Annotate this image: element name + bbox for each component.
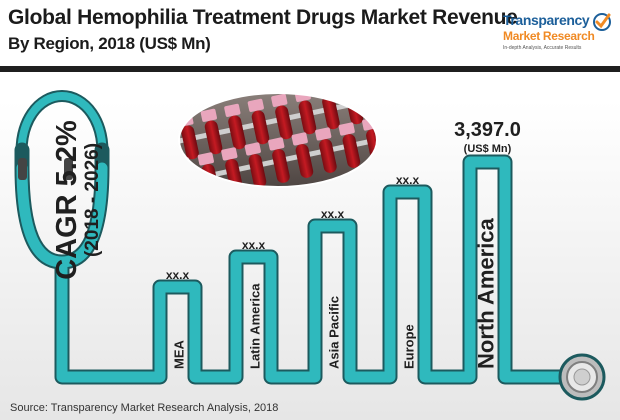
- source-note: Source: Transparency Market Research Ana…: [10, 402, 279, 414]
- unit-label: (US$ Mn): [464, 143, 512, 155]
- chest-piece-icon: [558, 353, 606, 401]
- value-label: xx.x: [242, 238, 266, 252]
- stethoscope-earpiece: [17, 91, 107, 163]
- brand-logo: Transparency Market Research In-depth An…: [500, 10, 615, 60]
- cagr-value: CAGR 5.2%: [51, 120, 83, 280]
- chart-subtitle: By Region, 2018 (US$ Mn): [8, 34, 211, 53]
- value-label: xx.x: [166, 268, 190, 282]
- logo-tagline: In-depth Analysis, Accurate Results: [503, 45, 582, 51]
- logo-name-line-1: Transparency: [503, 12, 590, 28]
- logo-name-line-2: Market Research: [503, 29, 595, 43]
- blood-vials-image: [178, 92, 378, 188]
- category-label: Europe: [402, 324, 417, 369]
- category-label: Asia Pacific: [327, 296, 342, 369]
- value-label: xx.x: [321, 207, 345, 221]
- category-label: Latin America: [248, 283, 263, 369]
- stethoscope-icon: [14, 89, 606, 401]
- chart-title: Global Hemophilia Treatment Drugs Market…: [8, 6, 518, 29]
- value-label: 3,397.0: [454, 119, 521, 141]
- logo-check-icon: [593, 13, 611, 31]
- cagr-period: (2018 - 2026): [82, 142, 103, 258]
- category-label: MEA: [172, 340, 187, 370]
- header-divider: [0, 66, 620, 72]
- value-label: xx.x: [396, 173, 420, 187]
- category-label: North America: [474, 217, 499, 369]
